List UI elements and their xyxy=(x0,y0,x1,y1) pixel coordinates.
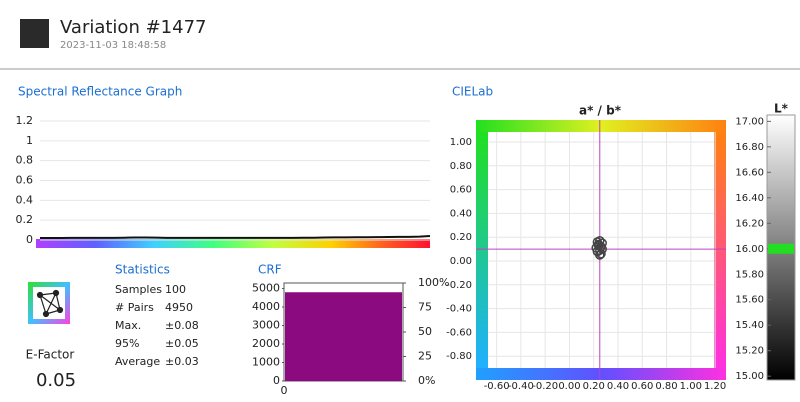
stat-label: Samples xyxy=(115,283,162,296)
variation-icon xyxy=(20,19,49,48)
y-tick-label: 0.80 xyxy=(450,161,472,172)
x-tick-label: -0.60 xyxy=(484,381,510,392)
y2-tick-label: 0% xyxy=(418,374,435,387)
y-tick-label: 0.4 xyxy=(16,193,34,206)
sample-point xyxy=(593,239,604,250)
x-tick-label: -0.20 xyxy=(532,381,558,392)
y-tick-label: 0.6 xyxy=(16,174,34,187)
network-glyph xyxy=(36,289,64,318)
y-tick-label: 5000 xyxy=(252,282,280,295)
x-tick-label: 0.60 xyxy=(631,381,653,392)
y-tick-label: 15.40 xyxy=(735,320,764,331)
y-tick-label: 3000 xyxy=(252,319,280,332)
color-frame xyxy=(476,120,726,132)
x-tick-label: 1.20 xyxy=(704,381,726,392)
timestamp: 2023-11-03 18:48:58 xyxy=(60,40,166,51)
stat-label: 95% xyxy=(115,337,139,350)
stat-value: ±0.03 xyxy=(165,355,199,368)
y2-tick-label: 75 xyxy=(418,301,432,314)
y-tick-label: 16.60 xyxy=(735,167,764,178)
y-tick-label: 17.00 xyxy=(735,116,764,127)
y-tick-label: 16.80 xyxy=(735,142,764,153)
stat-label: Max. xyxy=(115,319,141,332)
y-tick-label: 1.00 xyxy=(450,137,472,148)
y-tick-label: 15.20 xyxy=(735,346,764,357)
y-tick-label: 15.00 xyxy=(735,371,764,382)
stat-value: 4950 xyxy=(165,301,193,314)
x-tick-label: 0.80 xyxy=(655,381,677,392)
x-tick-label: 0.40 xyxy=(607,381,629,392)
x-tick-label: 1.00 xyxy=(680,381,702,392)
statistics-title: Statistics xyxy=(115,263,170,277)
y-tick-label: 4000 xyxy=(252,300,280,313)
stat-value: ±0.05 xyxy=(165,337,199,350)
y-tick-label: 0.2 xyxy=(16,213,34,226)
y2-tick-label: 25 xyxy=(418,350,432,363)
y-tick-label: 15.60 xyxy=(735,295,764,306)
stat-value: 100 xyxy=(165,283,186,296)
y-tick-label: 15.80 xyxy=(735,269,764,280)
scale-title: L* xyxy=(774,102,789,116)
bar xyxy=(285,292,402,381)
spectral-line xyxy=(40,235,431,240)
y-tick-label: 0.8 xyxy=(16,154,34,167)
e-factor-label: E-Factor xyxy=(26,348,75,362)
panel-title: Spectral Reflectance Graph xyxy=(18,85,182,99)
stat-label: # Pairs xyxy=(115,301,154,314)
panel-title: CRF xyxy=(258,263,282,277)
stat-value: ±0.08 xyxy=(165,319,199,332)
y-tick-label: 0.60 xyxy=(450,185,472,196)
y-tick-label: 1000 xyxy=(252,356,280,369)
y-tick-label: 0 xyxy=(273,374,280,387)
chart-subtitle: a* / b* xyxy=(579,104,622,118)
y-tick-label: 16.00 xyxy=(735,244,764,255)
y2-tick-label: 50 xyxy=(418,325,432,338)
y-tick-label: 16.20 xyxy=(735,218,764,229)
spectrum-bar xyxy=(36,239,430,248)
color-frame xyxy=(476,132,488,368)
x-tick-label: 0 xyxy=(281,384,288,397)
y-tick-label: 0 xyxy=(26,233,33,246)
x-tick-label: 0.00 xyxy=(558,381,580,392)
sample-point xyxy=(596,249,606,259)
x-tick-label: -0.40 xyxy=(508,381,534,392)
page-title: Variation #1477 xyxy=(60,17,206,38)
e-factor-value: 0.05 xyxy=(36,370,76,391)
y-tick-label: 2000 xyxy=(252,337,280,350)
y-tick-label: 0.40 xyxy=(450,208,472,219)
y-tick-label: -0.60 xyxy=(446,327,472,338)
stat-label: Average xyxy=(115,355,160,368)
y-tick-label: -0.20 xyxy=(446,280,472,291)
color-frame xyxy=(476,368,726,380)
y-tick-label: 16.40 xyxy=(735,193,764,204)
y-tick-label: 1.2 xyxy=(16,114,34,127)
y-tick-label: -0.80 xyxy=(446,351,472,362)
color-frame xyxy=(714,132,726,368)
y-tick-label: 0.00 xyxy=(450,256,472,267)
y-tick-label: -0.40 xyxy=(446,304,472,315)
sample-point xyxy=(595,250,605,260)
y-tick-label: 0.20 xyxy=(450,232,472,243)
panel-title: CIELab xyxy=(452,85,493,99)
lightness-marker xyxy=(768,243,794,254)
y2-tick-label: 100% xyxy=(418,276,449,289)
x-tick-label: 0.20 xyxy=(583,381,605,392)
y-tick-label: 1 xyxy=(26,134,33,147)
